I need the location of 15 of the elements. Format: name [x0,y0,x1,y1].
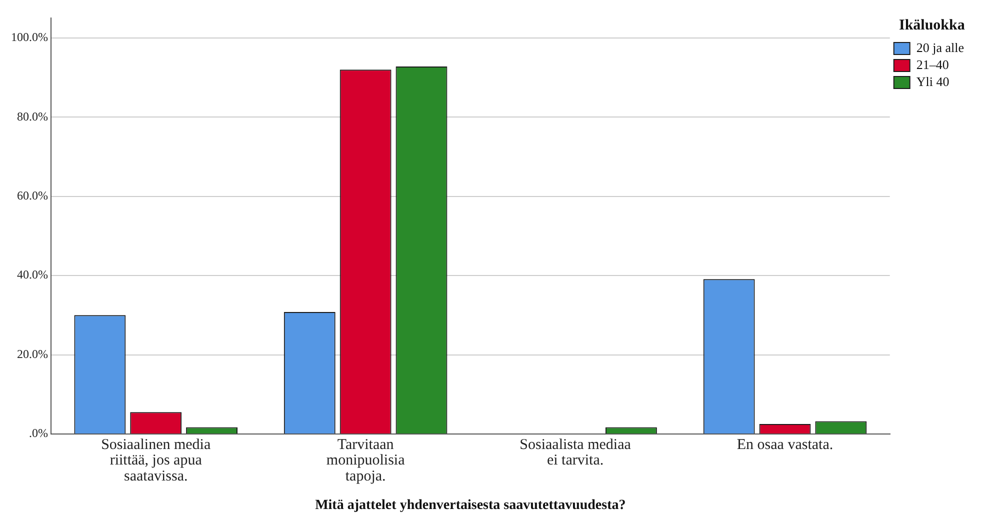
x-tick-label: Sosiaalinen media riittää, jos apua saatavissa. [101,436,211,484]
legend-label: 21–40 [916,56,949,72]
x-tick-label: Tarvitaan monipuolisia tapoja. [326,436,406,484]
y-tick-label: 40.0% [16,268,48,282]
x-tick-label: Sosiaalista mediaa ei tarvita. [520,436,632,469]
legend-label: 20 ja alle [916,40,964,55]
y-tick-label: 20.0% [16,346,48,361]
y-tick-label: 100.0% [10,30,48,44]
y-tick-label: 60.0% [16,188,48,203]
y-tick-label: .0% [28,426,48,440]
x-axis-title: Mitä ajattelet yhdenvertaisesta saavutettavuudesta? [315,498,626,514]
x-tick-label: En osaa vastata. [736,436,834,453]
legend-title: Ikäluokka [898,17,966,34]
y-tick-label: 80.0% [16,109,48,124]
legend-label: Yli 40 [916,74,950,89]
